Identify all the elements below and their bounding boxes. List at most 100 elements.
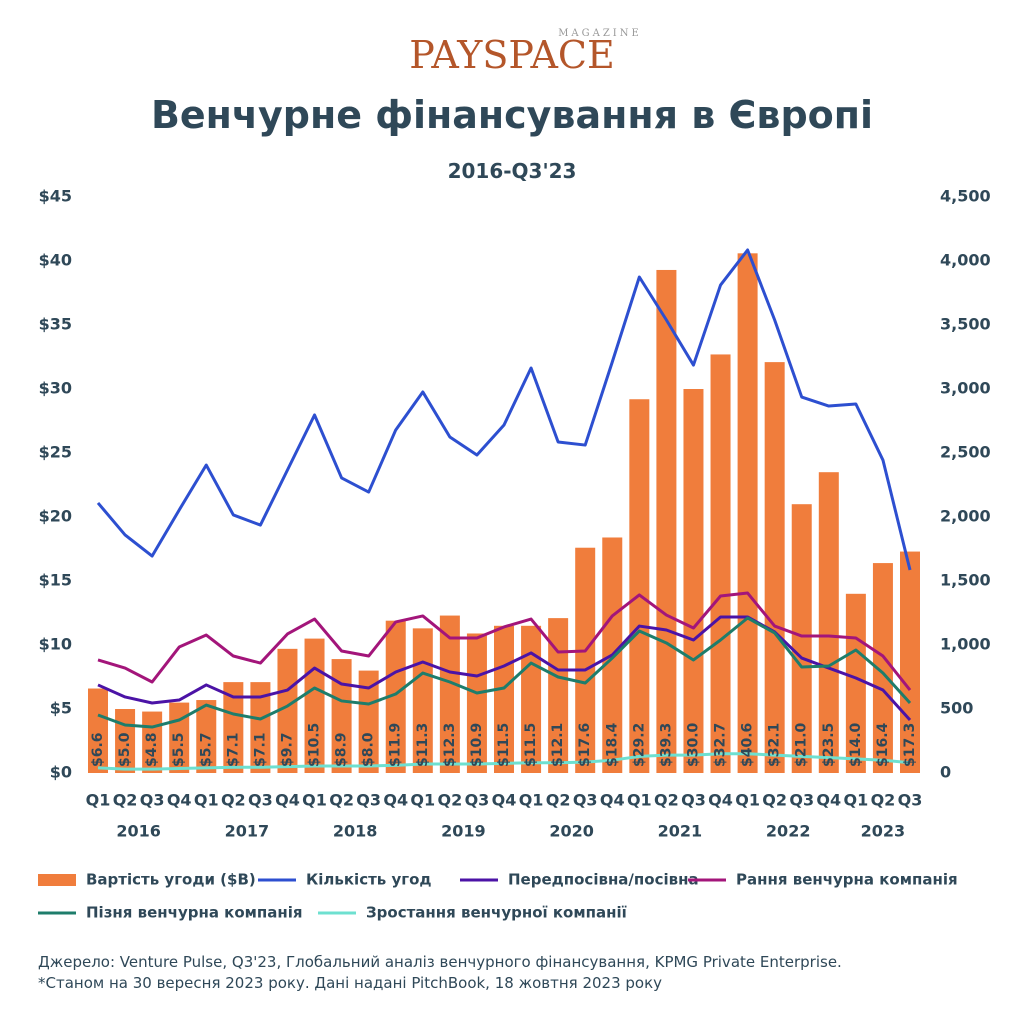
data-label: $6.6 [90,732,106,767]
chart-subtitle: 2016-Q3'23 [448,159,577,183]
y-tick-label: 3,000 [940,379,991,398]
data-label: $5.7 [198,732,214,767]
y-tick-label: $40 [39,251,72,270]
x-tick-label: Q1 [735,791,760,810]
bar [385,620,406,773]
data-label: $11.5 [523,723,539,767]
data-label: $5.5 [171,732,187,767]
bar [764,362,785,773]
y-tick-label: 3,500 [940,315,991,334]
data-label: $16.4 [875,722,891,767]
bar [737,253,758,773]
y-tick-label: 2,500 [940,443,991,462]
y-tick-label: 500 [940,699,973,718]
logo-tag: MAGAZINE [558,28,642,39]
bar [900,551,920,773]
y-tick-label: $5 [50,699,72,718]
data-label: $4.8 [144,732,160,767]
x-group-label: 2016 [116,822,161,841]
legend-label: Пізня венчурна компанія [86,904,303,922]
x-group-label: 2021 [658,822,703,841]
data-label: $11.9 [388,723,404,767]
x-tick-label: Q1 [843,791,868,810]
bar [683,389,704,773]
x-group-label: 2023 [861,822,906,841]
data-label: $21.0 [794,722,810,767]
line [96,248,912,571]
note: Джерело: Venture Pulse, Q3'23, Глобальни… [38,953,842,971]
line [97,616,912,729]
x-tick-label: Q3 [356,791,381,810]
data-label: $7.1 [225,732,241,767]
x-tick-label: Q3 [140,791,165,810]
note: *Станом на 30 вересня 2023 року. Дані на… [38,974,662,992]
x-tick-label: Q3 [898,791,923,810]
y-tick-label: 4,500 [940,187,991,206]
bar [250,682,271,773]
data-label: $8.0 [361,732,377,767]
data-label: $9.7 [279,732,295,767]
data-label: $7.1 [252,732,268,767]
x-tick-label: Q3 [681,791,706,810]
bar [710,354,731,773]
bar [818,472,839,773]
data-label: $29.2 [631,723,647,767]
x-group-label: 2022 [766,822,811,841]
data-label: $12.1 [550,723,566,767]
bar [277,648,298,773]
bar [872,563,893,773]
y-tick-label: 1,000 [940,635,991,654]
data-label: $23.5 [821,723,837,767]
y-tick-label: 4,000 [940,251,991,270]
data-label: $11.5 [496,723,512,767]
x-group-label: 2018 [333,822,378,841]
x-tick-label: Q2 [221,791,246,810]
x-tick-label: Q3 [573,791,598,810]
bar [88,688,108,773]
bar [575,547,596,773]
bar [629,399,650,773]
bar [466,633,487,773]
y-tick-label: 2,000 [940,507,991,526]
data-label: $18.4 [604,722,620,767]
x-tick-label: Q4 [383,791,408,810]
x-tick-label: Q2 [329,791,354,810]
y-tick-label: $15 [39,571,72,590]
y-tick-label: 1,500 [940,571,991,590]
data-label: $12.3 [442,723,458,767]
data-label: $17.3 [902,723,918,767]
data-label: $32.7 [713,723,729,767]
data-label: $10.5 [307,723,323,767]
bar [439,615,460,773]
line [97,752,911,771]
y-tick-label: $45 [39,187,72,206]
y-tick-label: $30 [39,379,72,398]
data-label: $30.0 [685,722,701,767]
y-tick-label: $25 [39,443,72,462]
logo: PAYSPACE [409,33,614,77]
x-group-label: 2017 [225,822,270,841]
x-tick-label: Q4 [167,791,192,810]
bar [791,504,812,773]
data-label: $40.6 [740,723,756,767]
x-group-label: 2020 [549,822,594,841]
y-tick-label: $20 [39,507,72,526]
x-tick-label: Q2 [437,791,462,810]
x-tick-label: Q4 [600,791,625,810]
bar [656,269,677,773]
data-label: $11.3 [415,723,431,767]
bar [196,700,217,773]
x-tick-label: Q1 [519,791,544,810]
x-tick-label: Q3 [248,791,273,810]
legend-label: Вартість угоди ($B) [86,871,256,889]
data-label: $8.9 [334,732,350,767]
line [97,591,912,691]
legend-swatch [38,874,76,886]
x-tick-label: Q2 [762,791,787,810]
data-label: $32.1 [767,723,783,767]
y-tick-label: 0 [940,763,951,782]
x-tick-label: Q1 [302,791,327,810]
bar [521,625,542,773]
x-tick-label: Q1 [410,791,435,810]
